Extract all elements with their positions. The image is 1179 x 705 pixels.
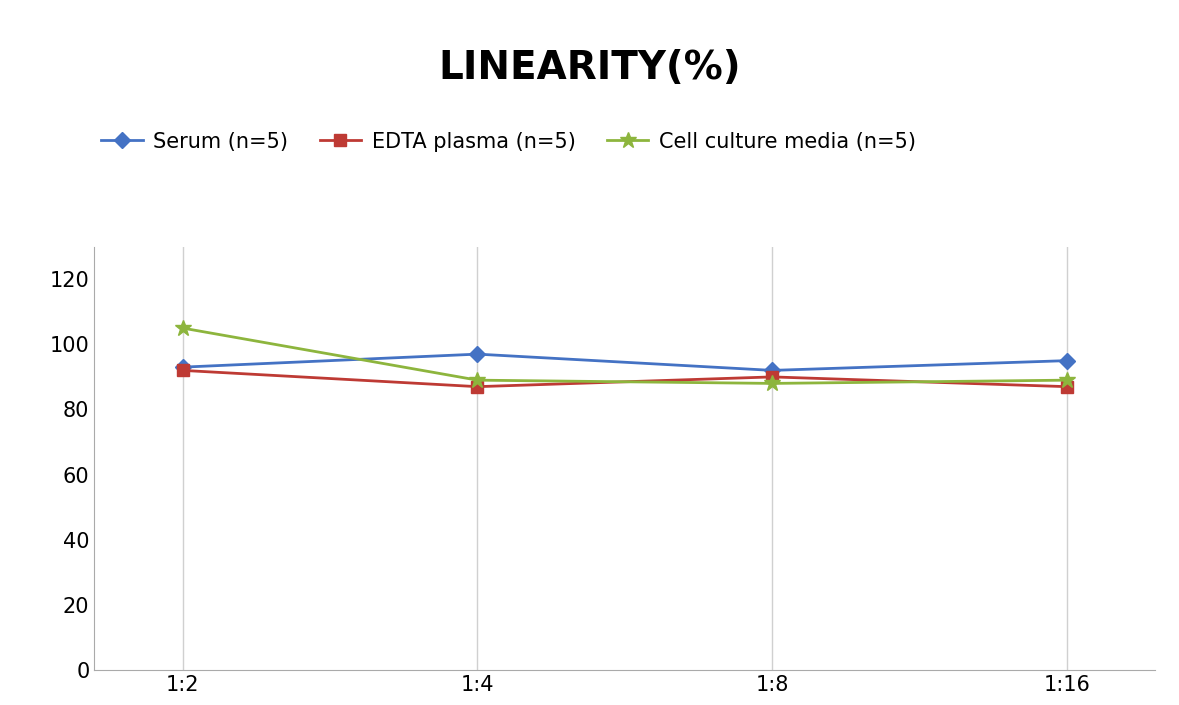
- EDTA plasma (n=5): [765, 373, 779, 381]
- EDTA plasma (n=5): [470, 382, 485, 391]
- Serum (n=5): [1060, 357, 1074, 365]
- Cell culture media (n=5): [176, 324, 190, 332]
- Cell culture media (n=5): [765, 379, 779, 388]
- Serum (n=5): [176, 363, 190, 372]
- Text: LINEARITY(%): LINEARITY(%): [439, 49, 740, 87]
- Serum (n=5): [470, 350, 485, 358]
- Cell culture media (n=5): [470, 376, 485, 384]
- Line: EDTA plasma (n=5): EDTA plasma (n=5): [177, 365, 1073, 392]
- Cell culture media (n=5): [1060, 376, 1074, 384]
- Serum (n=5): [765, 366, 779, 374]
- Line: Serum (n=5): Serum (n=5): [177, 348, 1073, 376]
- EDTA plasma (n=5): [176, 366, 190, 374]
- Legend: Serum (n=5), EDTA plasma (n=5), Cell culture media (n=5): Serum (n=5), EDTA plasma (n=5), Cell cul…: [93, 123, 924, 160]
- Line: Cell culture media (n=5): Cell culture media (n=5): [174, 320, 1075, 392]
- EDTA plasma (n=5): [1060, 382, 1074, 391]
